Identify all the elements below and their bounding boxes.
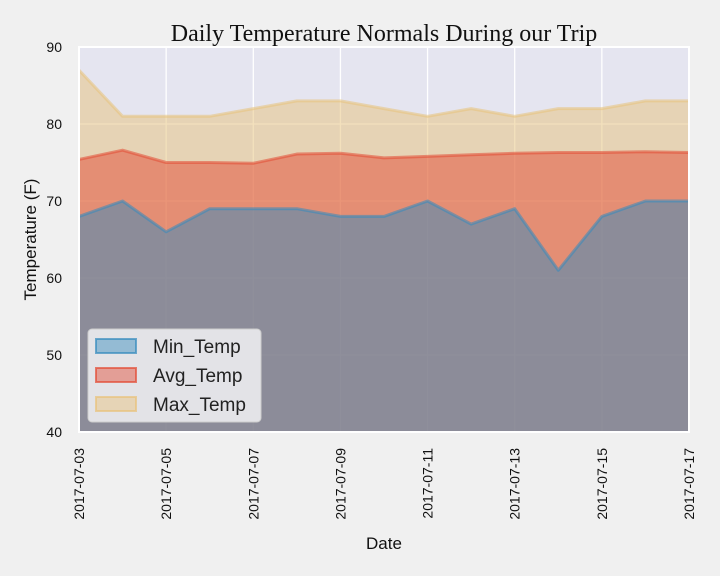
x-axis-label: Date — [366, 534, 402, 553]
x-tick-labels: 2017-07-03 2017-07-05 2017-07-07 2017-07-09… — [71, 448, 697, 520]
chart-title: Daily Temperature Normals During our Tri… — [171, 21, 597, 47]
y-tick-label: 80 — [46, 116, 62, 132]
x-tick-label: 2017-07-11 — [420, 448, 436, 519]
legend-swatch — [95, 396, 137, 412]
x-tick-label: 2017-07-15 — [594, 448, 610, 520]
y-tick-labels: 40 50 60 70 80 90 — [46, 39, 62, 440]
line-min-temp — [78, 199, 689, 272]
x-tick-label: 2017-07-07 — [245, 448, 261, 520]
y-tick-label: 90 — [46, 39, 62, 55]
line-max-temp — [77, 69, 689, 118]
series-lines — [77, 69, 690, 272]
y-axis-label: Temperature (F) — [21, 179, 40, 301]
line-avg-temp — [78, 148, 690, 165]
legend-label: Avg_Temp — [153, 366, 242, 387]
legend-label: Min_Temp — [153, 337, 241, 358]
x-tick-label: 2017-07-05 — [158, 448, 174, 520]
x-tick-label: 2017-07-03 — [71, 448, 87, 520]
y-tick-label: 50 — [46, 347, 62, 363]
x-tick-label: 2017-07-17 — [681, 448, 697, 520]
x-tick-label: 2017-07-13 — [507, 448, 523, 520]
plot-frame — [78, 46, 690, 433]
y-tick-label: 60 — [46, 270, 62, 286]
x-tick-label: 2017-07-09 — [332, 448, 348, 520]
y-tick-label: 70 — [46, 193, 62, 209]
legend-swatch — [95, 367, 137, 383]
legend: Min_Temp Avg_Temp Max_Temp — [87, 328, 262, 423]
legend-swatch — [95, 338, 137, 354]
y-tick-label: 40 — [46, 424, 62, 440]
legend-label: Max_Temp — [153, 395, 246, 416]
